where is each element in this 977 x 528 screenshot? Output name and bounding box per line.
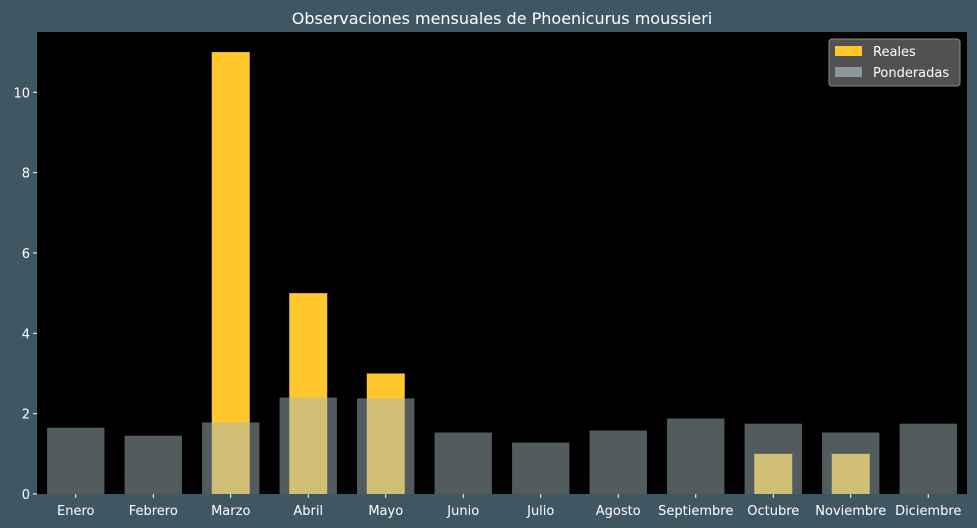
bar-ponderadas-noviembre: [822, 432, 880, 494]
x-tick-label: Mayo: [368, 504, 403, 519]
x-tick-label: Septiembre: [658, 504, 733, 519]
bar-ponderadas-abril: [279, 397, 337, 494]
bars-layer: [47, 52, 957, 495]
bar-ponderadas-julio: [512, 442, 570, 494]
y-tick-label: 2: [22, 408, 30, 423]
bar-ponderadas-enero: [47, 427, 105, 494]
y-tick-label: 8: [22, 167, 30, 182]
x-tick-label: Julio: [526, 504, 554, 519]
x-tick-label: Octubre: [747, 504, 799, 519]
bar-ponderadas-mayo: [357, 398, 415, 494]
legend-label-reales: Reales: [873, 45, 916, 60]
plot-area: [37, 32, 967, 494]
bar-reales-marzo: [211, 52, 250, 495]
chart-title: Observaciones mensuales de Phoenicurus m…: [292, 9, 712, 28]
bar-ponderadas-marzo: [202, 422, 260, 494]
bar-ponderadas-junio: [434, 432, 492, 494]
legend-label-ponderadas: Ponderadas: [873, 66, 949, 81]
x-tick-label: Agosto: [596, 504, 641, 519]
x-tick-label: Abril: [293, 504, 323, 519]
bar-ponderadas-octubre: [744, 423, 802, 494]
legend: Reales Ponderadas: [828, 38, 961, 87]
bar-ponderadas-febrero: [124, 435, 182, 494]
x-tick-label: Enero: [57, 504, 95, 519]
bar-ponderadas-agosto: [589, 430, 647, 494]
bar-ponderadas-septiembre: [667, 418, 725, 494]
x-tick-label: Marzo: [211, 504, 250, 519]
bar-ponderadas-diciembre: [899, 423, 957, 494]
x-tick-label: Diciembre: [895, 504, 961, 519]
y-tick-label: 4: [22, 327, 30, 342]
axes-layer: 0 2 4 6 8 10 Enero Febrero Marzo Abril Mayo Junio Ju…: [13, 86, 961, 519]
legend-swatch-ponderadas: [835, 67, 862, 77]
x-tick-label: Noviembre: [815, 504, 886, 519]
y-tick-label: 0: [22, 488, 30, 503]
x-tick-label: Febrero: [129, 504, 178, 519]
y-tick-label: 10: [13, 86, 30, 101]
y-tick-label: 6: [22, 247, 30, 262]
legend-swatch-reales: [835, 46, 862, 56]
x-tick-label: Junio: [446, 504, 479, 519]
